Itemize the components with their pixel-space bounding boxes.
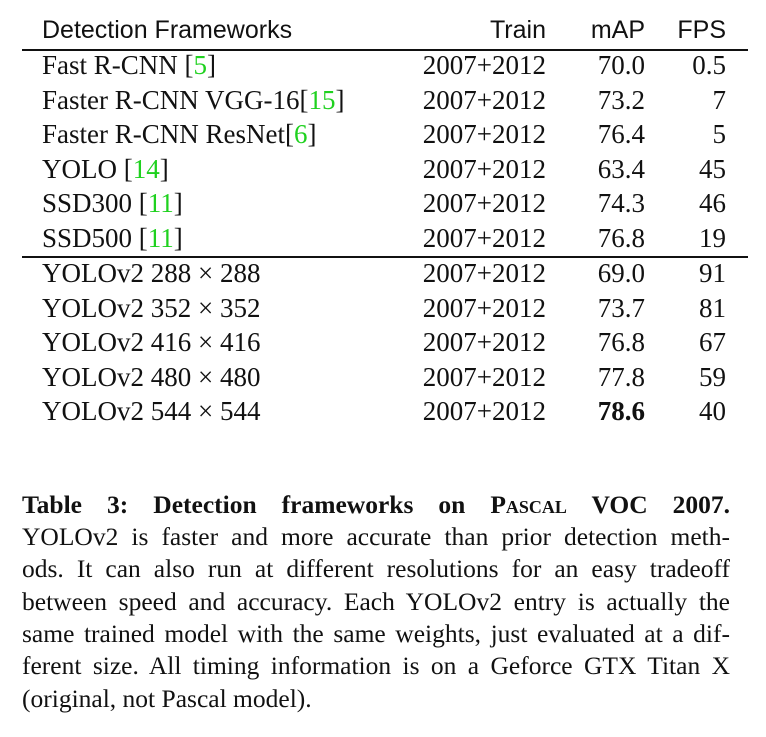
fps-cell: 7 (712, 84, 727, 115)
caption-title-line: Table 3: Detection frameworks on Pascal … (22, 489, 730, 521)
fps-cell: 0.5 (692, 50, 726, 80)
map-cell: 74.3 (597, 188, 645, 218)
fps-cell: 67 (699, 327, 726, 357)
method-name: Faster R-CNN VGG-16[ (42, 84, 309, 115)
caption-line: YOLOv2 is faster and more accurate than … (22, 522, 730, 551)
method-name: ] (173, 222, 183, 253)
train-cell: 2007+2012 (422, 258, 546, 288)
method-cell: SSD500 [11] (42, 221, 183, 255)
train-cell: 2007+2012 (422, 188, 546, 218)
header-cell: mAP (590, 16, 645, 44)
map-cell: 70.0 (597, 50, 645, 80)
map-cell: 63.4 (597, 153, 645, 184)
method-name: YOLOv2 480 × 480 (42, 361, 261, 392)
train-cell: 2007+2012 (422, 327, 546, 357)
citation: 15 (308, 84, 336, 115)
fps-cell: 45 (699, 153, 726, 184)
method-name: SSD500 [ (42, 222, 148, 253)
fps-cell: 5 (712, 119, 727, 149)
method-name: ] (335, 84, 345, 115)
map-cell: 69.0 (597, 258, 645, 288)
caption-label: Table 3: (22, 490, 129, 519)
caption-line: ods. It can also run at different resolu… (22, 554, 730, 584)
method-cell: Faster R-CNN VGG-16[15] (42, 83, 344, 117)
method-name: SSD300 [ (42, 188, 148, 218)
caption-line: between speed and accuracy. Each YOLOv2 … (22, 586, 730, 616)
method-name: YOLOv2 352 × 352 (42, 292, 261, 323)
method-name: YOLO [ (42, 153, 133, 184)
method-name: ] (159, 153, 169, 184)
citation: 14 (132, 153, 160, 184)
method-name: Faster R-CNN ResNet[ (42, 119, 294, 149)
header-rule (22, 49, 748, 51)
citation: 11 (147, 188, 174, 218)
group-rule (22, 256, 748, 258)
caption-title: Detection frameworks on (153, 490, 491, 519)
fps-cell: 19 (699, 222, 726, 253)
method-cell: YOLOv2 480 × 480 (42, 360, 260, 394)
map-cell: 77.8 (597, 361, 645, 392)
header-cell: Detection Frameworks (42, 16, 293, 44)
caption-title: VOC 2007. (566, 490, 731, 519)
method-cell: YOLOv2 416 × 416 (42, 325, 260, 359)
fps-cell: 59 (699, 361, 726, 392)
method-name: YOLOv2 544 × 544 (42, 396, 261, 426)
method-name: Fast R-CNN [ (42, 50, 194, 80)
train-cell: 2007+2012 (422, 292, 546, 323)
caption-line: same trained model with the same weights… (22, 618, 730, 648)
method-name: ] (173, 188, 183, 218)
method-cell: YOLO [14] (42, 152, 169, 186)
map-cell: 76.8 (597, 327, 645, 357)
fps-cell: 46 (699, 188, 726, 218)
caption-line: ferent size. All timing information is o… (22, 651, 730, 681)
header-cell: FPS (677, 16, 726, 44)
train-cell: 2007+2012 (422, 153, 546, 184)
header-cell: Train (489, 16, 546, 44)
train-cell: 2007+2012 (422, 84, 546, 115)
fps-cell: 81 (699, 292, 726, 323)
method-cell: YOLOv2 544 × 544 (42, 394, 260, 428)
citation: 6 (293, 119, 308, 149)
method-cell: YOLOv2 288 × 288 (42, 256, 260, 290)
fps-cell: 40 (699, 396, 726, 426)
caption-line: (original, not Pascal model). (22, 683, 312, 713)
method-cell: Faster R-CNN ResNet[6] (42, 117, 316, 151)
map-cell: 78.6 (597, 396, 645, 426)
method-cell: Fast R-CNN [5] (42, 48, 216, 82)
train-cell: 2007+2012 (422, 50, 546, 80)
train-cell: 2007+2012 (422, 222, 546, 253)
map-cell: 76.4 (597, 119, 645, 149)
method-name: ] (307, 119, 317, 149)
fps-cell: 91 (699, 258, 726, 288)
citation: 11 (147, 222, 174, 253)
map-cell: 76.8 (597, 222, 645, 253)
caption-title: Pascal (490, 490, 567, 519)
train-cell: 2007+2012 (422, 361, 546, 392)
method-name: YOLOv2 288 × 288 (42, 258, 261, 288)
method-cell: SSD300 [11] (42, 186, 183, 220)
method-name: YOLOv2 416 × 416 (42, 327, 261, 357)
map-cell: 73.2 (597, 84, 645, 115)
train-cell: 2007+2012 (422, 119, 546, 149)
train-cell: 2007+2012 (422, 396, 546, 426)
method-cell: YOLOv2 352 × 352 (42, 291, 260, 325)
method-name: ] (207, 50, 217, 80)
map-cell: 73.7 (597, 292, 645, 323)
citation: 5 (193, 50, 208, 80)
